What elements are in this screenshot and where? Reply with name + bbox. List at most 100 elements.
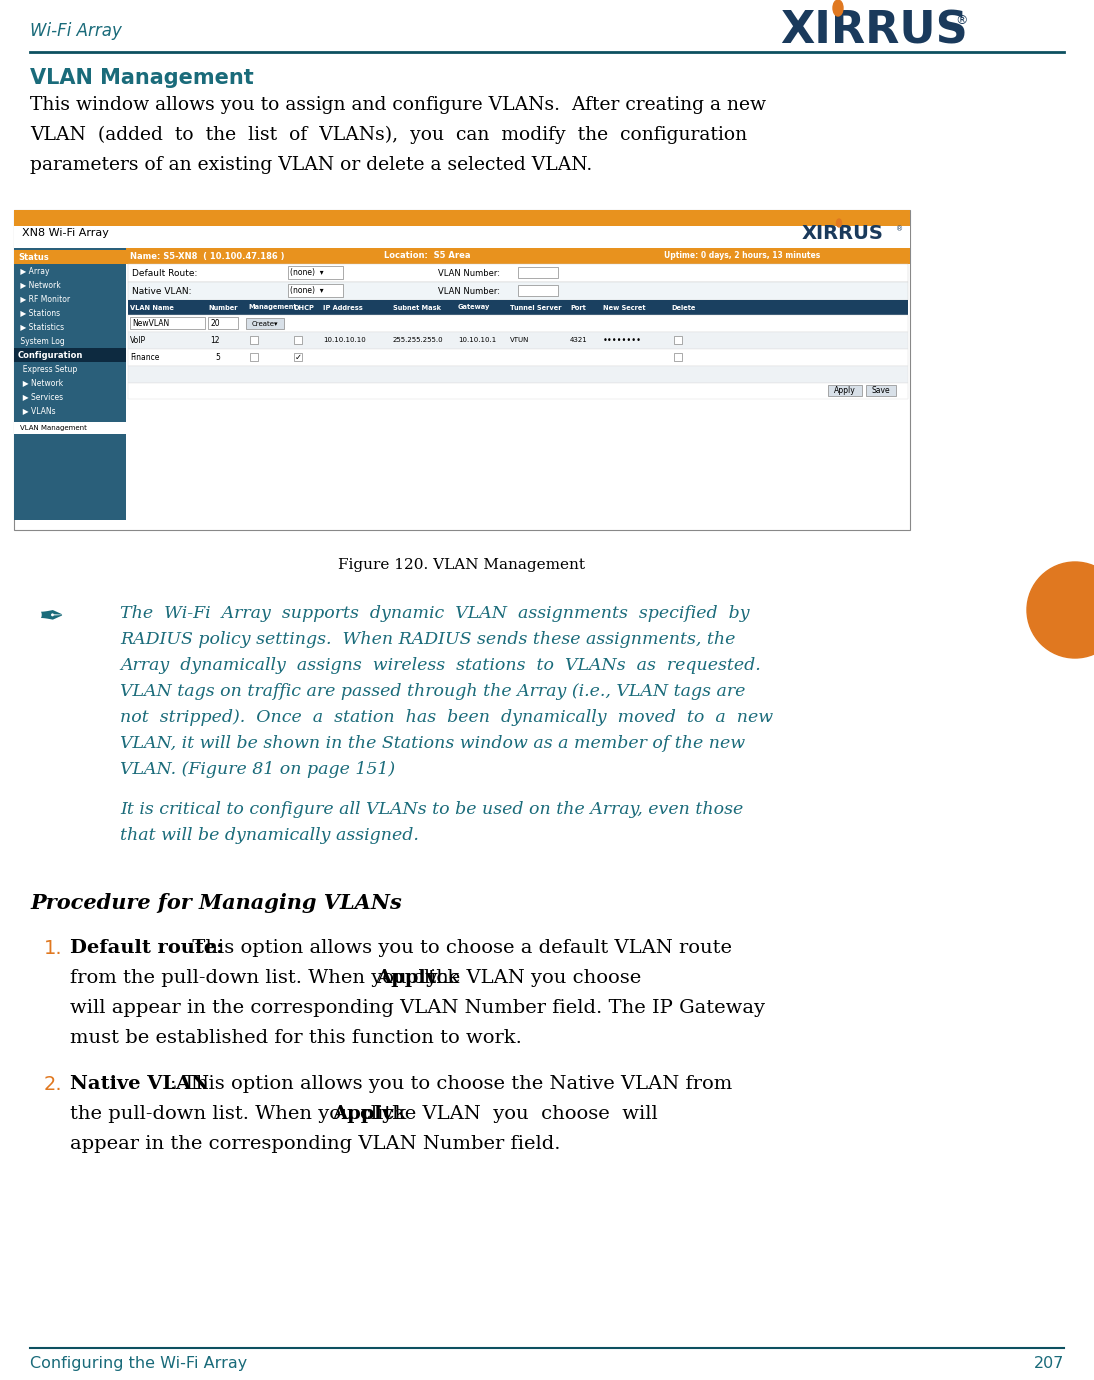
Text: : This option allows you to choose the Native VLAN from: : This option allows you to choose the N… bbox=[170, 1075, 732, 1093]
Text: The  Wi-Fi  Array  supports  dynamic  VLAN  assignments  specified  by: The Wi-Fi Array supports dynamic VLAN as… bbox=[120, 604, 749, 622]
Text: 255.255.255.0: 255.255.255.0 bbox=[393, 338, 444, 344]
Text: (none)  ▾: (none) ▾ bbox=[290, 287, 324, 295]
Text: Management: Management bbox=[248, 305, 296, 310]
Text: Name: S5-XN8  ( 10.100.47.186 ): Name: S5-XN8 ( 10.100.47.186 ) bbox=[130, 251, 284, 261]
Text: Apply: Apply bbox=[331, 1105, 393, 1123]
Bar bbox=[14, 348, 126, 362]
Text: It is critical to configure all VLANs to be used on the Array, even those: It is critical to configure all VLANs to… bbox=[120, 800, 743, 818]
Ellipse shape bbox=[833, 0, 843, 17]
Text: must be established for this function to work.: must be established for this function to… bbox=[70, 1029, 522, 1047]
Bar bbox=[517, 266, 558, 277]
Bar bbox=[128, 366, 908, 384]
Text: Express Setup: Express Setup bbox=[18, 364, 78, 374]
Text: 20: 20 bbox=[210, 319, 220, 328]
Text: Apply: Apply bbox=[376, 969, 438, 987]
Text: 10.10.10.10: 10.10.10.10 bbox=[323, 338, 365, 344]
Text: the VLAN you choose: the VLAN you choose bbox=[422, 969, 641, 987]
Text: ▶ Network: ▶ Network bbox=[18, 280, 61, 290]
Bar bbox=[128, 315, 908, 333]
Text: VLAN Management: VLAN Management bbox=[20, 425, 86, 431]
Text: 4321: 4321 bbox=[570, 338, 587, 344]
Bar bbox=[828, 385, 862, 396]
Bar bbox=[674, 335, 682, 344]
Text: VLAN Number:: VLAN Number: bbox=[438, 269, 500, 277]
Text: Configuring the Wi-Fi Array: Configuring the Wi-Fi Array bbox=[30, 1357, 247, 1370]
Text: Wi-Fi Array: Wi-Fi Array bbox=[30, 22, 121, 40]
Text: VLAN Number:: VLAN Number: bbox=[438, 287, 500, 295]
Bar bbox=[251, 353, 258, 362]
Bar bbox=[130, 317, 205, 328]
Bar bbox=[14, 248, 126, 520]
Text: ▶ Stations: ▶ Stations bbox=[18, 309, 60, 317]
Bar bbox=[128, 264, 908, 282]
Text: 207: 207 bbox=[1034, 1357, 1064, 1370]
Text: ✒: ✒ bbox=[39, 603, 65, 632]
Text: Create▾: Create▾ bbox=[252, 320, 278, 327]
Bar bbox=[128, 299, 908, 315]
Text: ▶ Array: ▶ Array bbox=[18, 266, 49, 276]
Text: Figure 120. VLAN Management: Figure 120. VLAN Management bbox=[338, 558, 585, 571]
Bar bbox=[294, 353, 302, 362]
Text: Native VLAN: Native VLAN bbox=[70, 1075, 209, 1093]
Text: ▶ Network: ▶ Network bbox=[18, 378, 63, 388]
Text: VTUN: VTUN bbox=[510, 338, 529, 344]
Text: Gateway: Gateway bbox=[458, 305, 490, 310]
Bar bbox=[14, 210, 910, 530]
Text: Tunnel Server: Tunnel Server bbox=[510, 305, 561, 310]
Ellipse shape bbox=[837, 219, 841, 226]
Text: VLAN. (Figure 81 on page 151): VLAN. (Figure 81 on page 151) bbox=[120, 760, 395, 778]
Text: ®: ® bbox=[896, 226, 904, 232]
Bar bbox=[128, 349, 908, 366]
Text: VLAN, it will be shown in the Stations window as a member of the new: VLAN, it will be shown in the Stations w… bbox=[120, 736, 745, 752]
Bar bbox=[251, 335, 258, 344]
Bar bbox=[14, 250, 126, 264]
Text: Array  dynamically  assigns  wireless  stations  to  VLANs  as  requested.: Array dynamically assigns wireless stati… bbox=[120, 657, 760, 673]
Bar bbox=[128, 282, 908, 299]
Text: the VLAN  you  choose  will: the VLAN you choose will bbox=[379, 1105, 657, 1123]
Text: ▶ RF Monitor: ▶ RF Monitor bbox=[18, 294, 70, 304]
Text: Delete: Delete bbox=[671, 305, 696, 310]
Text: will appear in the corresponding VLAN Number field. The IP Gateway: will appear in the corresponding VLAN Nu… bbox=[70, 999, 765, 1017]
Text: Finance: Finance bbox=[130, 353, 160, 362]
Text: parameters of an existing VLAN or delete a selected VLAN.: parameters of an existing VLAN or delete… bbox=[30, 156, 592, 174]
Bar bbox=[128, 333, 908, 349]
Text: ®: ® bbox=[955, 14, 967, 28]
Text: appear in the corresponding VLAN Number field.: appear in the corresponding VLAN Number … bbox=[70, 1134, 560, 1154]
Circle shape bbox=[1027, 562, 1094, 658]
Text: Location:  S5 Area: Location: S5 Area bbox=[384, 251, 470, 261]
Text: from the pull-down list. When you click: from the pull-down list. When you click bbox=[70, 969, 466, 987]
Text: XIRRUS: XIRRUS bbox=[780, 10, 968, 52]
Text: ▶ Services: ▶ Services bbox=[18, 392, 63, 402]
Bar bbox=[126, 248, 910, 264]
Text: not  stripped).  Once  a  station  has  been  dynamically  moved  to  a  new: not stripped). Once a station has been d… bbox=[120, 709, 773, 726]
Text: 5: 5 bbox=[216, 353, 220, 362]
Text: the pull-down list. When you click: the pull-down list. When you click bbox=[70, 1105, 412, 1123]
Text: VoIP: VoIP bbox=[130, 335, 147, 345]
Text: 12: 12 bbox=[210, 335, 220, 345]
Bar bbox=[246, 317, 284, 328]
Bar bbox=[14, 210, 910, 226]
Text: ✓: ✓ bbox=[294, 353, 302, 362]
Text: Subnet Mask: Subnet Mask bbox=[393, 305, 441, 310]
Text: DHCP: DHCP bbox=[293, 305, 314, 310]
Text: VLAN Management: VLAN Management bbox=[30, 68, 254, 88]
Bar bbox=[14, 422, 126, 433]
Text: VLAN tags on traffic are passed through the Array (i.e., VLAN tags are: VLAN tags on traffic are passed through … bbox=[120, 683, 745, 700]
Text: Save: Save bbox=[872, 386, 891, 395]
Text: Status: Status bbox=[18, 253, 49, 261]
Text: ••••••••: •••••••• bbox=[603, 335, 642, 345]
Text: IP Address: IP Address bbox=[323, 305, 363, 310]
Text: that will be dynamically assigned.: that will be dynamically assigned. bbox=[120, 827, 419, 845]
Bar bbox=[866, 385, 896, 396]
Text: System Log: System Log bbox=[18, 337, 65, 345]
Text: New Secret: New Secret bbox=[603, 305, 645, 310]
Text: VLAN Name: VLAN Name bbox=[130, 305, 174, 310]
Text: Default route:: Default route: bbox=[70, 938, 223, 956]
Text: ▶ Statistics: ▶ Statistics bbox=[18, 323, 65, 331]
Bar bbox=[294, 335, 302, 344]
Bar bbox=[14, 226, 910, 248]
Text: Native VLAN:: Native VLAN: bbox=[132, 287, 191, 295]
Bar bbox=[288, 266, 344, 279]
Text: (none)  ▾: (none) ▾ bbox=[290, 269, 324, 277]
Text: XIRRUS: XIRRUS bbox=[802, 224, 884, 243]
